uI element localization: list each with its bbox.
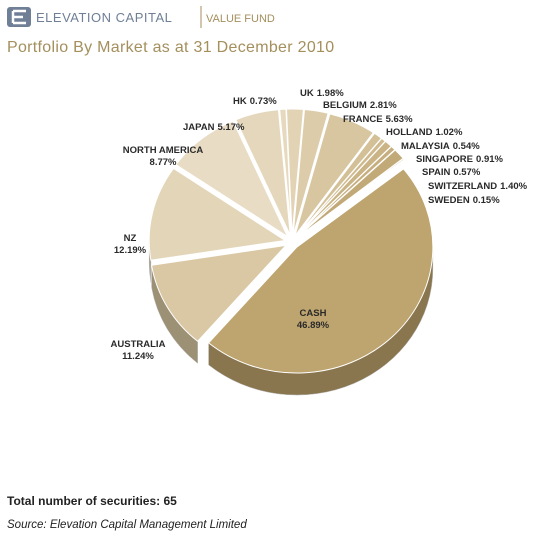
category-label: BELGIUM — [323, 100, 367, 111]
slice — [292, 108, 329, 236]
value-label: 12.19% — [114, 245, 147, 256]
slice — [285, 108, 304, 236]
slice — [235, 109, 291, 236]
category-label: JAPAN — [183, 122, 215, 133]
slice — [151, 244, 288, 342]
slice — [297, 157, 405, 239]
category-label: SPAIN — [422, 167, 450, 178]
data-label: SINGAPORE 0.91% — [416, 154, 504, 165]
labels: HK 0.73% UK 1.98%BELGIUM 2.81% FRANCE 5.63% HOL… — [111, 88, 528, 362]
category-label: HK — [233, 96, 247, 107]
value-label: 0.91% — [476, 154, 503, 165]
logo — [7, 7, 31, 27]
data-label: CASH 46.89% — [297, 308, 330, 331]
fund-name: VALUE FUND — [206, 13, 275, 25]
value-label: 1.98% — [317, 88, 344, 99]
category-label: HOLLAND — [386, 127, 433, 138]
data-label: AUSTRALIA 11.24% — [111, 339, 166, 362]
category-label: SWEDEN — [428, 195, 470, 206]
value-label: 1.40% — [500, 181, 527, 192]
category-label: NORTH AMERICA — [123, 145, 204, 156]
slice — [175, 120, 289, 238]
slice — [294, 113, 374, 236]
data-label: HK 0.73% — [233, 96, 277, 107]
logo-mark — [11, 9, 26, 25]
value-label: 5.17% — [218, 122, 245, 133]
value-label: 11.24% — [122, 351, 154, 362]
securities-count: Total number of securities: 65 — [7, 494, 177, 508]
data-label: FRANCE 5.63% — [343, 114, 413, 125]
category-label: MALAYSIA — [401, 141, 450, 152]
category-label: FRANCE — [343, 114, 383, 125]
data-label: UK 1.98% — [300, 88, 344, 99]
category-label: SWITZERLAND — [428, 181, 497, 192]
chart-title: Portfolio By Market as at 31 December 20… — [7, 39, 334, 56]
data-label: NORTH AMERICA 8.77% — [123, 145, 204, 168]
value-label: 2.81% — [370, 100, 397, 111]
value-label: 0.73% — [250, 96, 277, 107]
data-label: BELGIUM 2.81% — [323, 100, 397, 111]
value-label: 8.77% — [150, 157, 177, 168]
slice — [279, 108, 293, 236]
category-label: AUSTRALIA — [111, 339, 166, 350]
value-label: 1.02% — [435, 127, 462, 138]
pie — [148, 108, 434, 396]
data-label: NZ 12.19% — [114, 233, 147, 256]
data-label: MALAYSIA 0.54% — [401, 141, 480, 152]
category-label: CASH — [300, 308, 327, 319]
data-label: SPAIN 0.57% — [422, 167, 481, 178]
value-label: 5.63% — [386, 114, 413, 125]
value-label: 0.57% — [453, 167, 480, 178]
data-label: SWEDEN 0.15% — [428, 195, 500, 206]
slice — [207, 168, 434, 374]
value-label: 46.89% — [297, 320, 330, 331]
data-label: JAPAN 5.17% — [183, 122, 245, 133]
category-label: UK — [300, 88, 314, 99]
value-label: 0.54% — [453, 141, 480, 152]
category-label: NZ — [124, 233, 137, 244]
source: Source: Elevation Capital Management Lim… — [7, 519, 247, 531]
data-label: SWITZERLAND 1.40% — [428, 181, 528, 192]
brand: ELEVATION CAPITAL — [36, 10, 172, 25]
category-label: SINGAPORE — [416, 154, 473, 165]
slice — [148, 167, 287, 261]
value-label: 0.15% — [473, 195, 500, 206]
data-label: HOLLAND 1.02% — [386, 127, 463, 138]
